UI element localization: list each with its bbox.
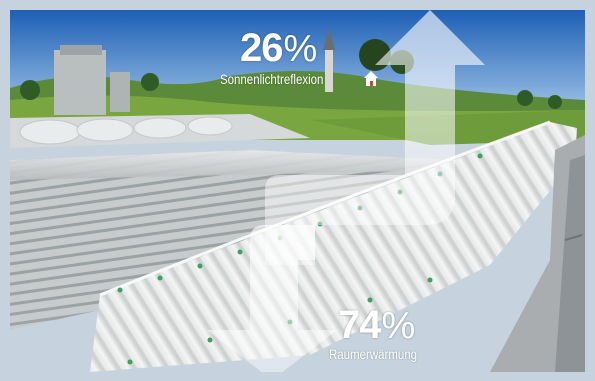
roof-photo	[10, 10, 585, 372]
house-icon	[364, 71, 378, 86]
skylight-dome	[90, 122, 577, 372]
warming-number: 74	[338, 303, 381, 347]
warming-percent-sign: %	[381, 305, 416, 347]
chimney-structure	[54, 50, 106, 115]
up-arrow	[265, 10, 485, 265]
warming-percent: 74%	[338, 305, 415, 345]
warming-caption: Raumerwärmung	[329, 346, 418, 362]
warming-caption-wrap: Raumerwärmung	[329, 347, 436, 363]
reflection-percent-sign: %	[283, 28, 318, 70]
down-arrow	[207, 225, 337, 372]
reflection-caption: Sonnenlichtreflexion	[220, 71, 324, 87]
reflection-caption-wrap: Sonnenlichtreflexion	[220, 72, 346, 88]
reflection-percent: 26%	[240, 28, 317, 68]
reflection-number: 26	[240, 26, 283, 70]
